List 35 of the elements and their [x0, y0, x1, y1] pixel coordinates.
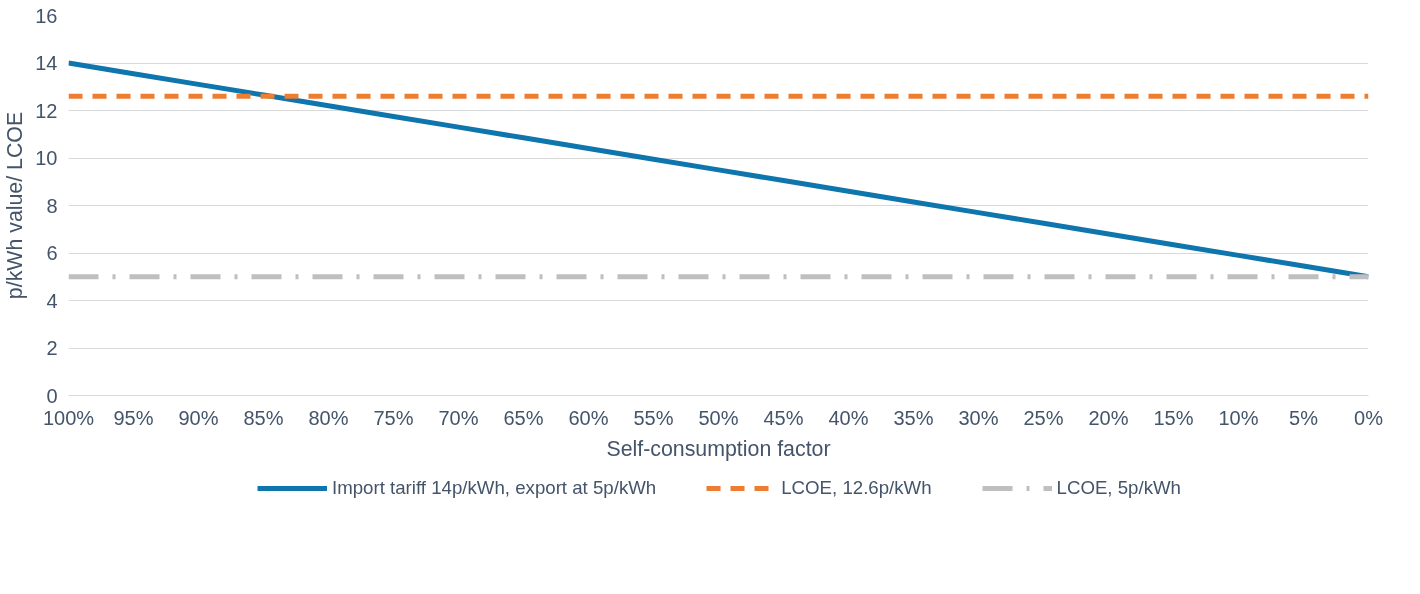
x-tick-label: 85%	[243, 406, 284, 429]
x-tick-label: 40%	[828, 406, 869, 429]
y-tick-label: 8	[46, 194, 58, 217]
y-tick-label: 2	[46, 337, 58, 359]
y-tick-label: 4	[46, 289, 58, 312]
x-tick-label: 15%	[1153, 406, 1194, 429]
legend-label: LCOE, 5p/kWh	[1056, 477, 1181, 499]
x-tick-label: 60%	[568, 406, 609, 429]
x-tick-label: 100%	[42, 406, 95, 429]
x-tick-label: 0%	[1354, 406, 1384, 429]
legend-label: LCOE, 12.6p/kWh	[781, 477, 932, 499]
x-tick-label: 80%	[308, 406, 349, 429]
x-tick-label: 95%	[113, 406, 154, 429]
y-tick-label: 10	[35, 147, 58, 169]
y-tick-label: 16	[35, 4, 58, 27]
y-tick-label: 0	[46, 384, 58, 407]
y-tick-label: 12	[35, 99, 58, 122]
x-tick-label: 70%	[438, 406, 479, 429]
x-tick-label: 30%	[958, 406, 999, 429]
x-tick-label: 75%	[373, 406, 414, 429]
x-tick-label: 10%	[1218, 406, 1259, 429]
legend-label: Import tariff 14p/kWh, export at 5p/kWh	[332, 477, 657, 499]
x-tick-label: 25%	[1023, 406, 1064, 429]
y-tick-label: 14	[35, 52, 58, 74]
x-tick-label: 50%	[698, 406, 739, 429]
x-tick-label: 65%	[503, 406, 544, 429]
x-tick-label: 35%	[893, 406, 934, 429]
x-tick-label: 20%	[1088, 406, 1129, 429]
x-tick-label: 55%	[633, 406, 674, 429]
x-axis-title: Self-consumption factor	[606, 436, 831, 461]
x-tick-label: 45%	[763, 406, 804, 429]
x-tick-label: 90%	[178, 406, 219, 429]
x-tick-label: 5%	[1289, 406, 1319, 429]
y-axis-title: p/kWh value/ LCOE	[3, 111, 28, 300]
y-tick-label: 6	[46, 242, 58, 264]
